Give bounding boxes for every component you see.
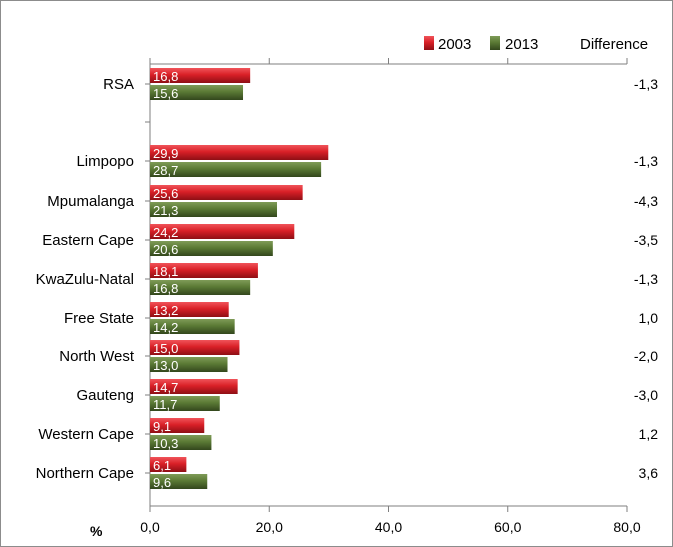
bar-2013 [150,241,273,256]
bar-value-label-2003: 9,1 [153,419,171,434]
difference-value: -3,5 [634,232,658,248]
difference-value: -4,3 [634,193,658,209]
x-tick-label: 40,0 [375,519,402,535]
legend-label-2003: 2003 [438,36,471,53]
bar-2013 [150,435,212,450]
bar-value-label-2003: 24,2 [153,225,178,240]
x-tick-label: 20,0 [256,519,283,535]
bar-2003 [150,185,303,200]
bar-2013 [150,319,235,334]
x-tick-label: 80,0 [613,519,640,535]
difference-value: -3,0 [634,387,658,403]
bar-2013 [150,162,322,177]
bar-value-label-2013: 11,7 [153,397,177,412]
category-label: Eastern Cape [42,232,134,249]
bar-2013 [150,85,244,100]
category-label: Gauteng [76,387,134,404]
difference-value: 1,2 [639,426,659,442]
bar-2003 [150,302,229,317]
bar-value-label-2003: 6,1 [153,458,171,473]
legend: 2003 2013 Difference [424,36,648,53]
difference-value: 1,0 [639,310,659,326]
x-axis-label: % [90,523,103,539]
bar-value-label-2003: 25,6 [153,186,178,201]
bar-value-label-2013: 15,6 [153,86,178,101]
bar-value-label-2013: 16,8 [153,281,178,296]
difference-header: Difference [580,36,648,53]
bar-value-label-2013: 14,2 [153,320,178,335]
category-label: Free State [64,310,134,327]
bar-value-label-2003: 13,2 [153,303,178,318]
difference-value: -1,3 [634,153,658,169]
difference-value: 3,6 [639,465,659,481]
bar-value-label-2013: 9,6 [153,475,171,490]
bar-value-label-2013: 28,7 [153,163,178,178]
category-label: Northern Cape [36,465,134,482]
bar-value-label-2013: 13,0 [153,358,178,373]
bar-2013 [150,357,228,372]
bar-2013 [150,474,208,489]
category-label: Mpumalanga [47,193,134,210]
plot-area: 0,0 20,0 40,0 60,0 80,0 RSA 16,8 15,6 -1,3 Limpop… [36,58,659,535]
bar-value-label-2003: 16,8 [153,69,178,84]
category-label: KwaZulu-Natal [36,271,134,288]
bar-value-label-2003: 18,1 [153,264,178,279]
bar-2003 [150,418,205,433]
category-label: North West [59,348,135,365]
bar-value-label-2003: 15,0 [153,341,178,356]
bar-2003 [150,457,187,472]
bar-2003 [150,263,258,278]
bar-2003 [150,68,251,83]
legend-swatch-2003 [424,36,434,50]
bar-2003 [150,379,238,394]
category-label: Western Cape [38,426,134,443]
x-tick-label: 60,0 [494,519,521,535]
bar-2013 [150,202,278,217]
legend-label-2013: 2013 [505,36,538,53]
category-label: Limpopo [76,153,134,170]
bar-2003 [150,145,329,160]
legend-swatch-2013 [490,36,500,50]
difference-value: -1,3 [634,76,658,92]
bar-value-label-2013: 20,6 [153,242,178,257]
x-tick-label: 0,0 [140,519,160,535]
bar-value-label-2013: 21,3 [153,203,178,218]
bar-2003 [150,224,295,239]
bar-2003 [150,340,240,355]
difference-value: -2,0 [634,348,658,364]
difference-value: -1,3 [634,271,658,287]
bar-2013 [150,280,251,295]
bar-value-label-2003: 29,9 [153,146,178,161]
bar-value-label-2013: 10,3 [153,436,178,451]
category-label: RSA [103,76,134,93]
bar-2013 [150,396,220,411]
bar-value-label-2003: 14,7 [153,380,178,395]
